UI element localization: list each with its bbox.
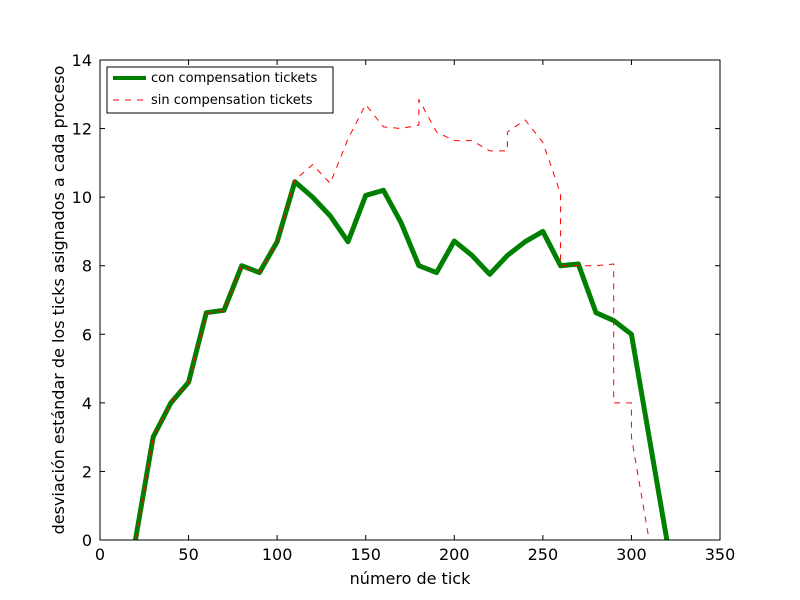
legend: con compensation tickets sin compensatio… [106, 66, 334, 114]
y-tick-label: 6 [82, 325, 92, 344]
x-tick-label: 250 [528, 545, 559, 564]
plot-frame [99, 59, 721, 541]
plot-area [100, 60, 720, 540]
legend-label-con: con compensation tickets [151, 71, 318, 86]
series-line-sin-compensation [134, 98, 667, 540]
x-axis-label: número de tick [350, 569, 471, 588]
y-tick-label: 14 [72, 51, 92, 70]
y-tick-label: 2 [82, 462, 92, 481]
x-tick-label: 50 [178, 545, 198, 564]
x-tick-label: 150 [350, 545, 381, 564]
legend-label-sin: sin compensation tickets [151, 93, 313, 108]
y-tick-label: 0 [82, 531, 92, 550]
x-tick-label: 0 [95, 545, 105, 564]
y-tick-label: 12 [72, 120, 92, 139]
x-tick-label: 300 [616, 545, 647, 564]
x-tick-label: 350 [705, 545, 736, 564]
y-tick-label: 8 [82, 257, 92, 276]
x-tick-label: 200 [439, 545, 470, 564]
x-tick-label: 100 [262, 545, 293, 564]
y-tick-label: 10 [72, 188, 92, 207]
y-tick-label: 4 [82, 394, 92, 413]
y-axis-label: desviación estándar de los ticks asignad… [49, 66, 68, 535]
legend-box [106, 66, 334, 114]
